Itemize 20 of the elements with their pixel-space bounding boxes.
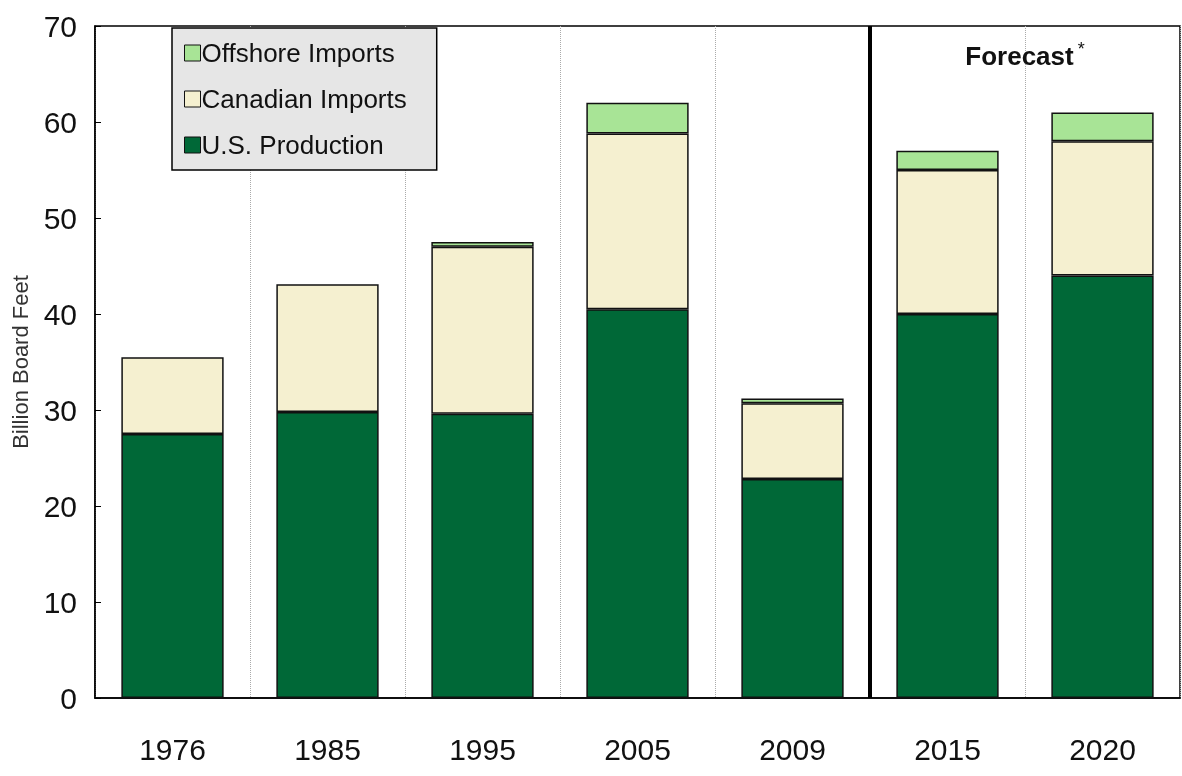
y-axis-title: Billion Board Feet <box>7 275 33 449</box>
y-tick-label: 30 <box>43 393 77 427</box>
legend-label: Offshore Imports <box>201 38 395 68</box>
y-tick-label: 0 <box>60 681 77 715</box>
legend-label: Canadian Imports <box>201 84 407 114</box>
annotation: Forecast* <box>965 39 1085 71</box>
x-tick-label: 2005 <box>604 732 671 766</box>
x-tick-label: 1976 <box>139 732 206 766</box>
legend-label: U.S. Production <box>201 130 384 160</box>
y-tick-label: 40 <box>43 297 77 331</box>
x-tick-label: 1995 <box>449 732 516 766</box>
y-tick-label: 10 <box>43 585 77 619</box>
y-tick-label: 20 <box>43 489 77 523</box>
y-tick-label: 60 <box>43 105 77 139</box>
x-tick-label: 2020 <box>1069 732 1136 766</box>
y-tick-label: 50 <box>43 201 77 235</box>
x-tick-label: 1985 <box>294 732 361 766</box>
x-tick-label: 2015 <box>914 732 981 766</box>
y-tick-label: 70 <box>43 9 77 43</box>
x-tick-label: 2009 <box>759 732 826 766</box>
